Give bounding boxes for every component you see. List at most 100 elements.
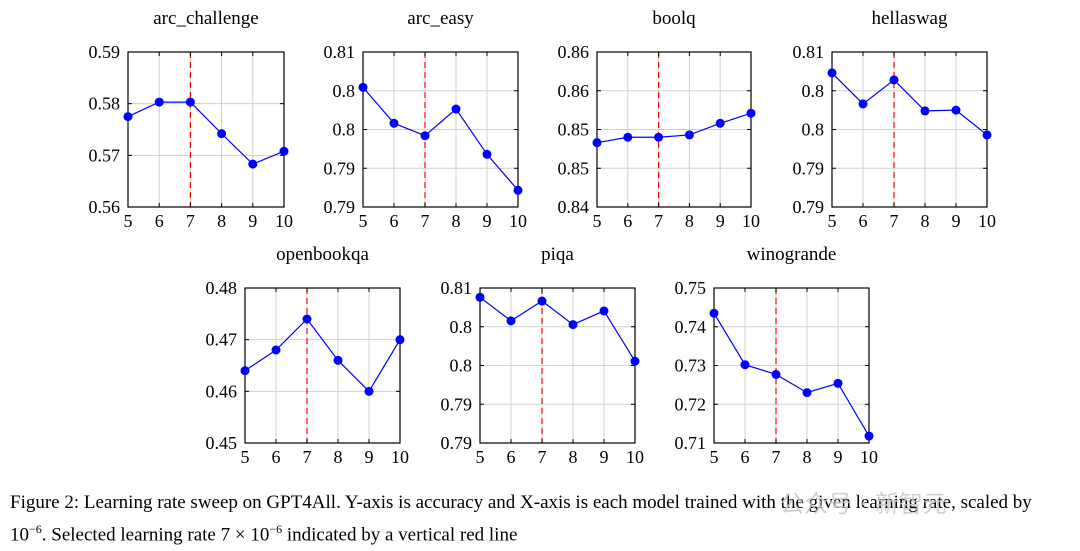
chart-panel-openbookqa: 5 6 7 8 9 10 0.45 0.46 0.47 0.48 openbookqa	[206, 244, 410, 467]
series-line	[244, 318, 401, 393]
y-tick-label: 0.81	[793, 42, 825, 62]
data-point	[858, 99, 868, 109]
data-point	[630, 356, 640, 366]
data-point	[271, 345, 281, 355]
y-tick-label: 0.8	[802, 120, 825, 140]
series-line	[479, 296, 636, 362]
x-tick-label: 5	[710, 447, 719, 467]
data-point	[827, 68, 837, 78]
chart-title: arc_challenge	[153, 8, 258, 29]
data-point	[154, 97, 164, 107]
data-point	[802, 388, 812, 398]
x-tick-label: 7	[890, 211, 899, 231]
y-tick-label: 0.8	[450, 317, 473, 337]
x-tick-label: 8	[334, 447, 343, 467]
data-point	[475, 292, 485, 302]
x-tick-label: 8	[921, 211, 930, 231]
y-tick-label: 0.74	[675, 317, 707, 337]
y-tick-label: 0.8	[333, 81, 356, 101]
data-point	[185, 97, 195, 107]
data-point	[920, 106, 930, 116]
data-point	[395, 335, 405, 345]
watermark-text: 公众号 · 新智元	[780, 490, 947, 518]
x-tick-label: 8	[452, 211, 461, 231]
chart-title: piqa	[541, 244, 574, 265]
x-tick-label: 7	[421, 211, 430, 231]
data-point	[123, 112, 133, 122]
y-tick-label: 0.58	[89, 94, 121, 114]
chart-title: arc_easy	[407, 8, 474, 29]
y-tick-label: 0.73	[675, 356, 707, 376]
y-tick-label: 0.79	[793, 197, 825, 217]
x-tick-label: 10	[742, 211, 760, 231]
y-tick-label: 0.79	[441, 433, 473, 453]
x-tick-label: 9	[834, 447, 843, 467]
chart-title: boolq	[652, 8, 696, 29]
chart-panel-piqa: 5 6 7 8 9 10 0.79 0.79 0.8 0.8 0.81 piqa	[441, 244, 645, 467]
y-tick-label: 0.85	[558, 158, 590, 178]
data-point	[506, 316, 516, 326]
data-point	[740, 360, 750, 370]
x-tick-label: 5	[476, 447, 485, 467]
x-tick-label: 8	[569, 447, 578, 467]
x-tick-label: 6	[155, 211, 164, 231]
y-tick-label: 0.84	[558, 197, 590, 217]
x-tick-label: 10	[509, 211, 527, 231]
data-point	[358, 82, 368, 92]
x-tick-label: 6	[859, 211, 868, 231]
x-tick-label: 9	[600, 447, 609, 467]
y-tick-label: 0.8	[802, 81, 825, 101]
data-point	[513, 185, 523, 195]
series-line	[362, 86, 519, 191]
data-point	[951, 105, 961, 115]
figure-caption: Figure 2: Learning rate sweep on GPT4All…	[10, 490, 1070, 548]
caption-exponent-1: −6	[29, 522, 42, 536]
y-tick-label: 0.56	[89, 197, 121, 217]
x-tick-label: 5	[359, 211, 368, 231]
x-tick-label: 6	[390, 211, 399, 231]
y-tick-label: 0.47	[206, 330, 238, 350]
caption-text-1: Figure 2: Learning rate sweep on GPT4All…	[10, 492, 1032, 546]
y-tick-label: 0.46	[206, 381, 238, 401]
data-point	[715, 118, 725, 128]
data-point	[654, 132, 664, 142]
series-line	[596, 112, 752, 144]
data-point	[684, 130, 694, 140]
y-tick-label: 0.79	[441, 394, 473, 414]
caption-text-3: indicated by a vertical red line	[282, 524, 518, 546]
x-tick-label: 8	[217, 211, 226, 231]
x-tick-label: 9	[483, 211, 492, 231]
x-tick-label: 7	[538, 447, 547, 467]
x-tick-label: 6	[623, 211, 632, 231]
chart-panel-hellaswag: 5 6 7 8 9 10 0.79 0.79 0.8 0.8 0.81 hellaswag	[793, 8, 997, 231]
chart-title: hellaswag	[872, 8, 948, 29]
data-point	[248, 159, 258, 169]
x-tick-label: 7	[303, 447, 312, 467]
x-tick-label: 5	[828, 211, 837, 231]
x-tick-label: 10	[860, 447, 878, 467]
data-point	[592, 138, 602, 148]
y-tick-label: 0.79	[324, 197, 356, 217]
data-point	[982, 130, 992, 140]
caption-exponent-2: −6	[269, 522, 283, 536]
chart-panel-boolq: 5 6 7 8 9 10 0.84 0.85 0.85 0.86 0.86 boolq	[558, 8, 761, 231]
x-tick-label: 10	[391, 447, 409, 467]
data-point	[889, 75, 899, 85]
x-tick-label: 5	[124, 211, 133, 231]
x-tick-label: 8	[803, 447, 812, 467]
data-point	[482, 149, 492, 159]
data-point	[771, 369, 781, 379]
x-tick-label: 10	[275, 211, 293, 231]
data-point	[364, 386, 374, 396]
data-point	[746, 108, 756, 118]
chart-panel-arc_easy: 5 6 7 8 9 10 0.79 0.79 0.8 0.8 0.81 arc_easy	[324, 8, 528, 231]
data-point	[599, 306, 609, 316]
series-line	[127, 101, 285, 165]
y-tick-label: 0.8	[333, 120, 356, 140]
y-tick-label: 0.85	[558, 120, 590, 140]
x-tick-label: 9	[952, 211, 961, 231]
x-tick-label: 8	[685, 211, 694, 231]
y-tick-label: 0.81	[324, 42, 356, 62]
data-point	[623, 132, 633, 142]
